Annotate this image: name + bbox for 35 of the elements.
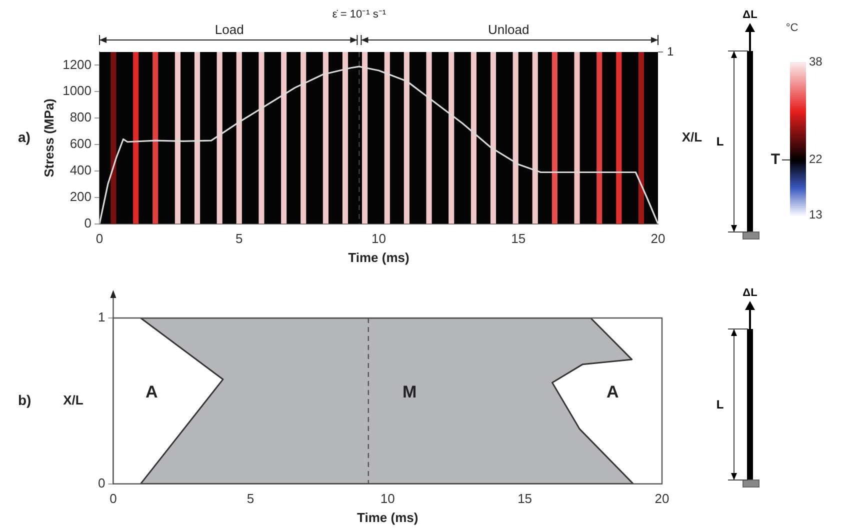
y-tick-label: 1000	[62, 83, 92, 98]
y2-axis-title: X/L	[682, 129, 702, 144]
text: T	[770, 151, 780, 168]
annotation: A	[146, 382, 158, 402]
x-tick-label: 10	[380, 491, 395, 506]
y-tick-label: 400	[70, 162, 92, 178]
text: b)	[18, 392, 32, 408]
annotation: M	[402, 382, 417, 402]
y-axis-title: X/L	[63, 392, 84, 408]
color-bar-label: 22	[809, 152, 823, 166]
annotation: A	[606, 382, 619, 402]
text: ε̇ = 10⁻¹ s⁻¹	[332, 8, 386, 21]
x-axis-title: Time (ms)	[357, 510, 418, 525]
text: Unload	[488, 22, 530, 38]
x-tick-label: 5	[236, 231, 243, 246]
color-bar-label: 13	[809, 207, 823, 222]
color-bar-label: 38	[809, 54, 823, 68]
text: 1	[667, 44, 674, 58]
x-tick-label: 20	[654, 491, 670, 506]
x-tick-label: 5	[246, 491, 254, 506]
x-tick-label: 20	[650, 231, 666, 246]
x-axis-title: Time (ms)	[348, 250, 410, 265]
y-tick-label: 800	[70, 110, 92, 125]
text: a)	[18, 128, 30, 145]
text: Load	[214, 22, 244, 38]
y-tick-label: 1200	[62, 56, 92, 72]
y-axis-title: Stress (MPa)	[41, 98, 56, 178]
y-tick-label: 600	[70, 136, 92, 152]
x-tick-label: 15	[511, 231, 526, 246]
y-tick-label: 200	[70, 188, 92, 204]
x-tick-label: 0	[110, 491, 117, 506]
x-tick-label: 10	[372, 231, 386, 246]
x-tick-label: 15	[518, 491, 532, 506]
color-bar-title: °C	[786, 22, 798, 34]
y-tick-label: 0	[84, 215, 92, 230]
